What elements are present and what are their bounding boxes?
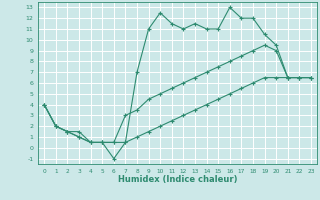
X-axis label: Humidex (Indice chaleur): Humidex (Indice chaleur) [118, 175, 237, 184]
